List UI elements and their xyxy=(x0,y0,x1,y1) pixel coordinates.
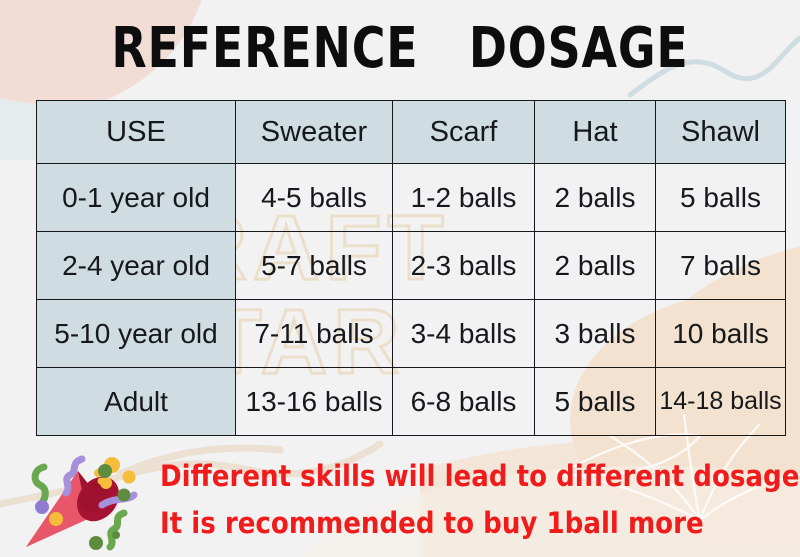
cell-shawl-2: 10 balls xyxy=(655,299,786,368)
footer-note-line-1: Different skills will lead to different … xyxy=(160,459,800,493)
column-header-shawl: Shawl xyxy=(655,100,786,164)
cell-scarf-0: 1-2 balls xyxy=(392,163,535,232)
cell-hat-2: 3 balls xyxy=(534,299,656,368)
column-header-sweater: Sweater xyxy=(235,100,393,164)
dosage-table-wrapper: USE Sweater Scarf Hat Shawl 0-1 year old… xyxy=(36,100,786,436)
footer-note: Different skills will lead to different … xyxy=(0,447,800,557)
cell-shawl-0: 5 balls xyxy=(655,163,786,232)
cell-hat-1: 2 balls xyxy=(534,231,656,300)
cell-use-3: Adult xyxy=(36,367,236,436)
cell-scarf-3: 6-8 balls xyxy=(392,367,535,436)
cell-scarf-2: 3-4 balls xyxy=(392,299,535,368)
cell-shawl-1: 7 balls xyxy=(655,231,786,300)
table-row: Adult 13-16 balls 6-8 balls 5 balls 14-1… xyxy=(36,367,786,436)
cell-use-2: 5-10 year old xyxy=(36,299,236,368)
cell-hat-0: 2 balls xyxy=(534,163,656,232)
column-header-use: USE xyxy=(36,100,236,164)
table-header-row: USE Sweater Scarf Hat Shawl xyxy=(36,100,786,164)
table-row: 2-4 year old 5-7 balls 2-3 balls 2 balls… xyxy=(36,231,786,300)
footer-note-line-2: It is recommended to buy 1ball more xyxy=(160,506,704,540)
footer-note-lines: Different skills will lead to different … xyxy=(160,453,800,547)
cell-sweater-2: 7-11 balls xyxy=(235,299,393,368)
page-title: REFERENCE DOSAGE xyxy=(111,16,689,81)
cell-scarf-1: 2-3 balls xyxy=(392,231,535,300)
reference-dosage-table: USE Sweater Scarf Hat Shawl 0-1 year old… xyxy=(36,100,786,436)
cell-shawl-3: 14-18 balls xyxy=(655,367,786,436)
cell-sweater-0: 4-5 balls xyxy=(235,163,393,232)
cell-hat-3: 5 balls xyxy=(534,367,656,436)
cell-sweater-1: 5-7 balls xyxy=(235,231,393,300)
cell-sweater-3: 13-16 balls xyxy=(235,367,393,436)
table-row: 5-10 year old 7-11 balls 3-4 balls 3 bal… xyxy=(36,299,786,368)
cell-use-0: 0-1 year old xyxy=(36,163,236,232)
cell-use-1: 2-4 year old xyxy=(36,231,236,300)
party-popper-icon xyxy=(26,455,138,551)
column-header-hat: Hat xyxy=(534,100,656,164)
column-header-scarf: Scarf xyxy=(392,100,535,164)
table-row: 0-1 year old 4-5 balls 1-2 balls 2 balls… xyxy=(36,163,786,232)
